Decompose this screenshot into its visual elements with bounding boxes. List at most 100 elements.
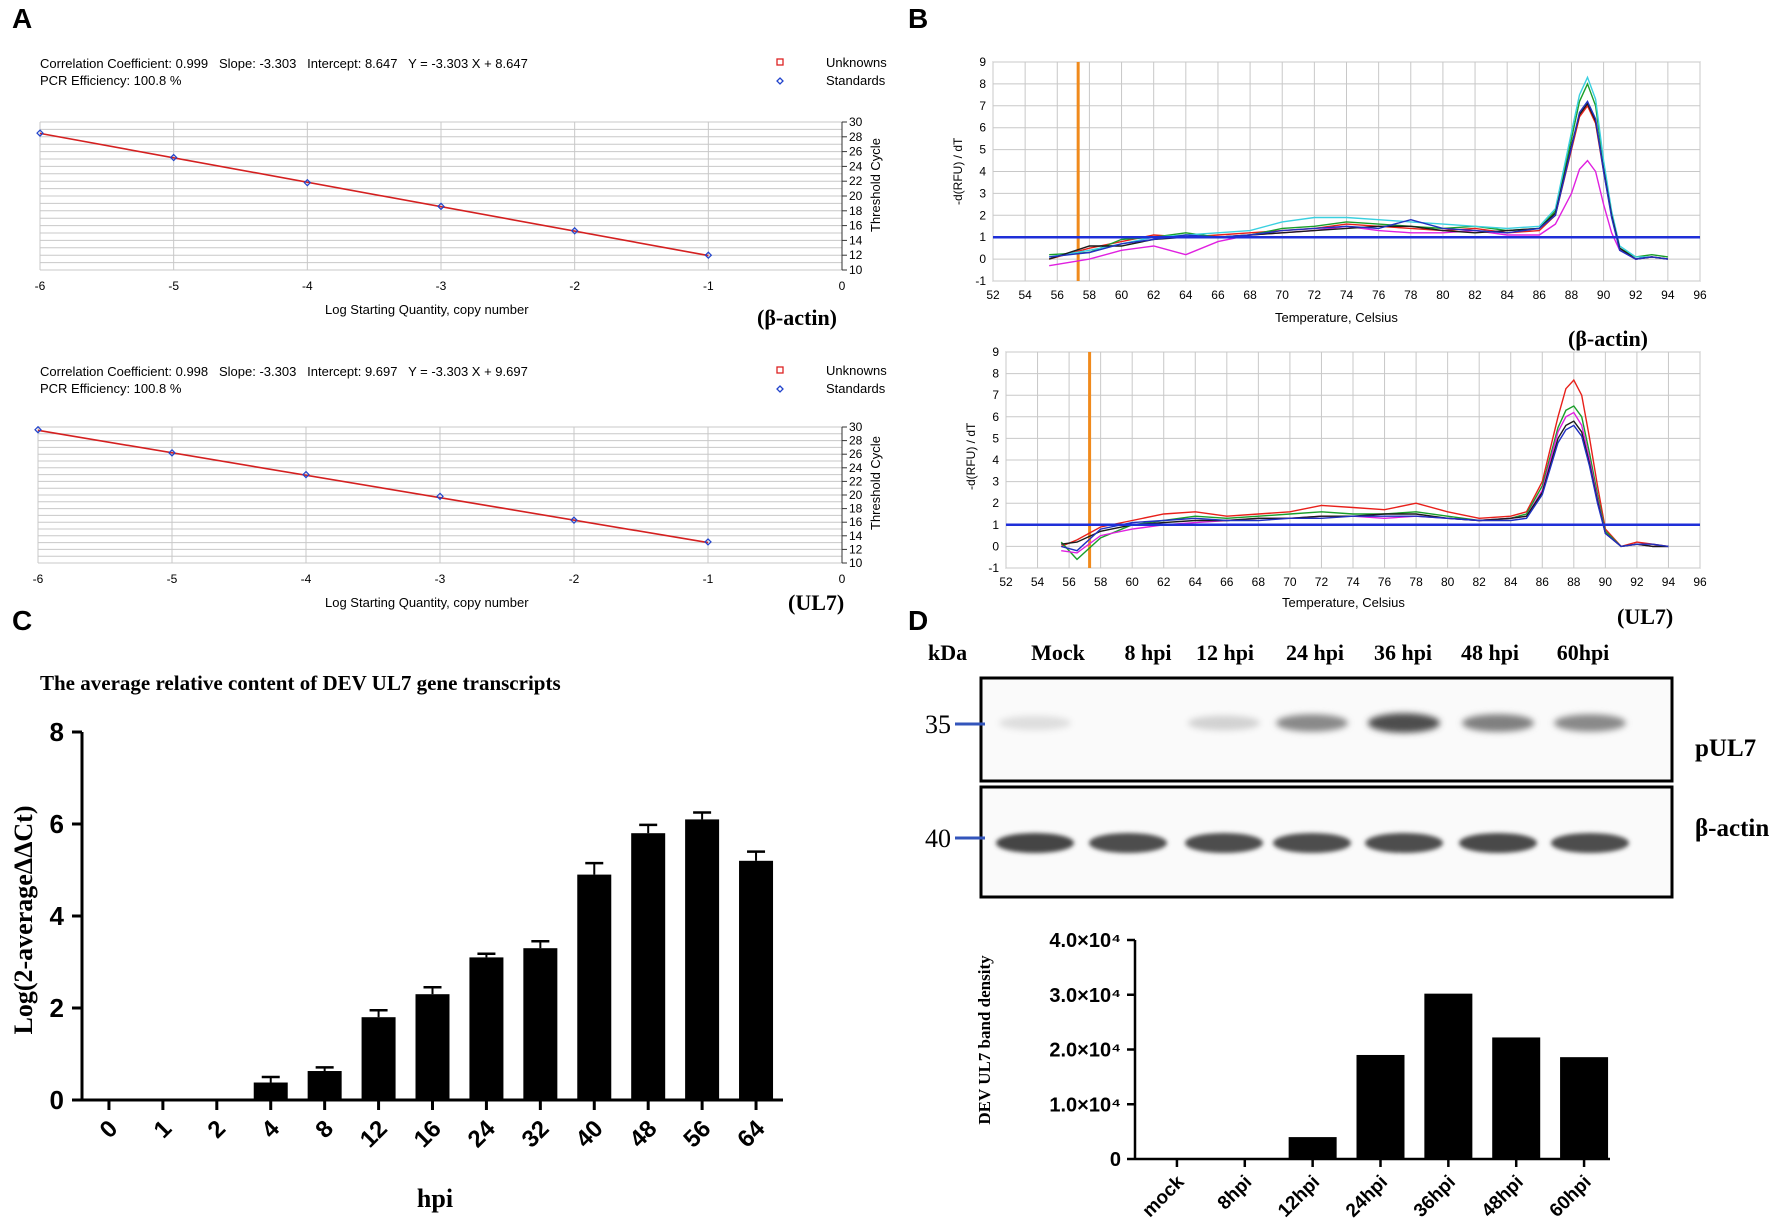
x-tick-label: 64: [732, 1115, 770, 1153]
bar: [1424, 993, 1473, 1159]
x-tick-label: 72: [1315, 575, 1329, 589]
x-tick-label: 0: [839, 572, 846, 586]
x-tick-label: 60: [1126, 575, 1140, 589]
bar: [631, 833, 666, 1100]
x-tick-label: 66: [1220, 575, 1234, 589]
y-tick-label: 12: [849, 248, 863, 262]
melt-curve-ul7: 52 54 56 58 60 62 64 66 68 70 72 74 76 78 80 82 84 86 88 90…: [964, 345, 1707, 629]
y-tick-label: -1: [975, 274, 986, 288]
x-tick-label: 84: [1504, 575, 1518, 589]
blot-band: [1089, 833, 1167, 853]
blot-band: [996, 833, 1074, 853]
x-tick-label: 54: [1031, 575, 1045, 589]
x-tick-label: 68: [1243, 288, 1257, 302]
x-tick-label: 80: [1436, 288, 1450, 302]
x-tick-label: 62: [1147, 288, 1161, 302]
y-tick-label: 9: [979, 55, 986, 69]
x-tick-label: 32: [517, 1115, 555, 1153]
x-tick-label: 58: [1083, 288, 1097, 302]
x-tick-label: 94: [1661, 288, 1675, 302]
lane-label: 24 hpi: [1286, 640, 1344, 665]
x-tick-label: 56: [1051, 288, 1065, 302]
melt-curve-beta-actin: 52 54 56 58 60 62 64 66 68 70 72 74 76 78 80 82 84 86 88 90…: [951, 55, 1707, 351]
y-tick-label: 26: [849, 447, 863, 461]
y-tick-label: 14: [849, 233, 863, 247]
y-tick-label: 14: [849, 529, 863, 543]
y-tick-label: 8: [979, 77, 986, 91]
y-tick-label: 22: [849, 474, 863, 488]
regression-line: [37, 429, 709, 544]
x-tick-label: 36hpi: [1410, 1172, 1460, 1222]
y-tick-label: 2: [992, 496, 999, 510]
x-tick-label: 78: [1409, 575, 1423, 589]
x-tick-label: 96: [1693, 575, 1707, 589]
y-tick-label: 1: [979, 230, 986, 244]
legend-standards-label: Standards: [826, 381, 886, 396]
x-tick-label: 76: [1378, 575, 1392, 589]
legend-standards-label: Standards: [826, 73, 886, 88]
stats-line-1: Correlation Coefficient: 0.999 Slope: -3…: [40, 56, 528, 71]
standard-point: [169, 153, 178, 162]
x-tick-label: -3: [436, 279, 447, 293]
stats-line-1: Correlation Coefficient: 0.998 Slope: -3…: [40, 364, 528, 379]
x-tick-label: 2: [203, 1115, 232, 1144]
x-tick-label: 0: [839, 279, 846, 293]
y-tick-label: 0: [1110, 1149, 1121, 1171]
y-tick-label: 18: [849, 502, 863, 516]
legend-standards-marker: [776, 385, 784, 393]
bar: [469, 957, 504, 1100]
y-tick-label: 20: [849, 488, 863, 502]
y-axis-label: Log(2-averageΔΔCt): [9, 806, 38, 1035]
gene-label: (UL7): [788, 590, 844, 615]
lane-label: 48 hpi: [1461, 640, 1519, 665]
x-tick-label: mock: [1139, 1171, 1189, 1221]
gene-label: (UL7): [1617, 604, 1673, 629]
y-tick-label: 16: [849, 515, 863, 529]
standard-point: [704, 538, 712, 546]
x-tick-label: 82: [1468, 288, 1482, 302]
x-tick-label: 86: [1536, 575, 1550, 589]
x-tick-label: 88: [1565, 288, 1579, 302]
standard-point: [437, 202, 445, 211]
kda-label: kDa: [928, 640, 967, 665]
x-tick-label: 84: [1501, 288, 1515, 302]
legend-unknowns-label: Unknowns: [826, 55, 887, 70]
y-tick-label: 4.0×10⁴: [1049, 930, 1121, 952]
y-axis-label: Threshold Cycle: [868, 436, 883, 530]
x-tick-label: 60: [1115, 288, 1129, 302]
y-tick-label: 0: [992, 539, 999, 553]
melt-series-line: [1061, 424, 1669, 552]
x-tick-label: -1: [703, 572, 714, 586]
x-axis-label: Temperature, Celsius: [1282, 595, 1405, 610]
x-tick-label: 8: [310, 1115, 339, 1144]
x-tick-label: 72: [1308, 288, 1322, 302]
lane-label: Mock: [1031, 640, 1086, 665]
x-tick-label: 16: [409, 1115, 447, 1153]
x-tick-label: 12hpi: [1274, 1172, 1324, 1222]
gene-label: (β-actin): [1568, 326, 1648, 351]
y-tick-label: 10: [849, 263, 863, 277]
bar: [523, 948, 558, 1100]
x-tick-label: 70: [1283, 575, 1297, 589]
x-axis-label: hpi: [417, 1184, 453, 1213]
marker-label: 35: [925, 710, 951, 739]
x-tick-label: 92: [1630, 575, 1644, 589]
x-tick-label: -4: [301, 572, 312, 586]
blot-band: [1554, 714, 1626, 732]
x-tick-label: 56: [678, 1115, 716, 1153]
blot-band: [1276, 714, 1348, 732]
y-tick-label: 0: [50, 1085, 64, 1115]
bar: [307, 1071, 342, 1100]
chart-title: The average relative content of DEV UL7 …: [40, 671, 561, 695]
y-tick-label: 4: [50, 901, 65, 931]
y-tick-label: 10: [849, 556, 863, 570]
bar: [1560, 1057, 1609, 1159]
bar: [577, 874, 612, 1100]
gene-label: (β-actin): [757, 305, 837, 330]
x-axis-label: Log Starting Quantity, copy number: [325, 595, 529, 610]
y-tick-label: 6: [979, 121, 986, 135]
blot-band: [1462, 714, 1534, 732]
y-tick-label: 12: [849, 542, 863, 556]
y-tick-label: 16: [849, 219, 863, 233]
